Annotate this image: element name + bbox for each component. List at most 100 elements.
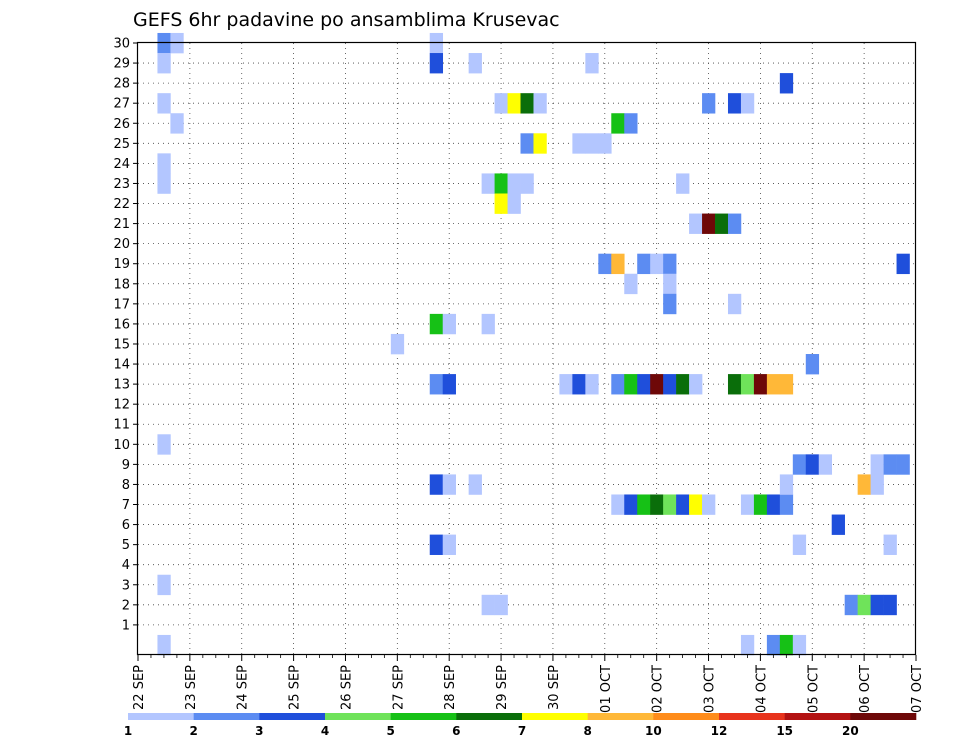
legend-label: 3 bbox=[255, 724, 263, 738]
data-cell bbox=[157, 53, 171, 74]
data-cell bbox=[766, 494, 781, 515]
y-tick-label: 22 bbox=[113, 197, 130, 212]
data-cell bbox=[533, 93, 547, 114]
data-cell bbox=[805, 454, 820, 475]
y-tick-label: 25 bbox=[113, 137, 130, 152]
data-cell bbox=[468, 474, 482, 495]
legend-swatch bbox=[456, 713, 523, 720]
y-tick-label: 14 bbox=[113, 358, 130, 373]
y-tick-label: 6 bbox=[122, 518, 130, 533]
data-cell bbox=[157, 574, 171, 596]
data-cell bbox=[753, 374, 768, 395]
data-cell bbox=[624, 494, 638, 515]
y-tick-label: 27 bbox=[113, 97, 130, 112]
y-tick-label: 29 bbox=[113, 57, 130, 72]
grid bbox=[138, 43, 916, 655]
x-tick-label: 26 SEP bbox=[339, 665, 354, 710]
data-cell bbox=[715, 213, 729, 234]
data-cell bbox=[883, 594, 897, 616]
data-cell bbox=[766, 374, 781, 395]
data-cell bbox=[157, 93, 171, 114]
legend-label: 6 bbox=[452, 724, 460, 738]
y-tick-label: 20 bbox=[113, 237, 130, 252]
data-cell bbox=[442, 374, 456, 395]
data-cell bbox=[870, 474, 884, 495]
legend-swatch bbox=[653, 713, 720, 720]
legend-label: 7 bbox=[518, 724, 526, 738]
data-cell bbox=[792, 454, 807, 475]
data-cell bbox=[779, 494, 794, 515]
data-cell bbox=[157, 434, 171, 455]
data-cell bbox=[157, 153, 171, 174]
y-tick-label: 26 bbox=[113, 117, 130, 132]
data-cell bbox=[689, 213, 703, 234]
data-cell bbox=[170, 113, 184, 134]
data-cell bbox=[572, 133, 586, 154]
data-cell bbox=[727, 374, 742, 395]
data-cell bbox=[520, 133, 534, 154]
legend-label: 5 bbox=[386, 724, 394, 738]
data-cell bbox=[507, 173, 521, 194]
data-cell bbox=[611, 494, 625, 515]
y-tick-label: 9 bbox=[122, 458, 130, 473]
data-cell bbox=[870, 594, 884, 616]
data-cell bbox=[624, 113, 638, 134]
data-cell bbox=[896, 454, 910, 475]
x-tick-label: 30 SEP bbox=[547, 665, 562, 710]
data-cell bbox=[663, 293, 677, 315]
data-cell bbox=[689, 494, 703, 515]
data-cell bbox=[481, 173, 495, 194]
data-cell bbox=[494, 173, 508, 194]
data-cell bbox=[650, 374, 664, 395]
y-tick-label: 4 bbox=[122, 558, 130, 573]
data-cell bbox=[429, 534, 444, 555]
data-cell bbox=[598, 133, 612, 154]
y-tick-label: 16 bbox=[113, 317, 130, 332]
plot-frame bbox=[136, 41, 917, 656]
legend-label: 2 bbox=[189, 724, 197, 738]
legend-swatch bbox=[128, 713, 194, 720]
data-cell bbox=[507, 93, 521, 114]
legend-swatch bbox=[719, 713, 785, 720]
data-cell bbox=[883, 534, 897, 555]
data-cell bbox=[624, 374, 638, 395]
data-cell bbox=[663, 494, 677, 515]
legend-label: 15 bbox=[776, 724, 793, 738]
y-tick-label: 30 bbox=[113, 37, 130, 52]
x-tick-label: 01 OCT bbox=[599, 665, 614, 713]
data-cell bbox=[740, 374, 755, 395]
data-cell bbox=[507, 193, 521, 214]
data-cell bbox=[883, 454, 897, 475]
data-cell bbox=[390, 333, 405, 355]
legend-swatch bbox=[193, 713, 260, 720]
data-cell bbox=[689, 374, 703, 395]
x-tick-label: 06 OCT bbox=[858, 665, 873, 713]
y-tick-label: 3 bbox=[122, 578, 130, 593]
data-cell bbox=[805, 354, 820, 375]
data-cell bbox=[598, 253, 612, 275]
data-cell bbox=[779, 634, 794, 656]
data-cell bbox=[611, 113, 625, 134]
data-cell bbox=[779, 73, 794, 94]
y-tick-label: 5 bbox=[122, 538, 130, 553]
data-cell bbox=[779, 374, 794, 395]
data-cell bbox=[572, 374, 586, 395]
legend-swatch bbox=[522, 713, 588, 720]
y-tick-label: 24 bbox=[113, 157, 130, 172]
x-tick-label: 27 SEP bbox=[391, 665, 406, 710]
data-cell bbox=[637, 374, 651, 395]
x-tick-label: 28 SEP bbox=[443, 665, 458, 710]
x-tick-label: 25 SEP bbox=[288, 665, 303, 710]
legend-label: 10 bbox=[645, 724, 662, 738]
y-tick-label: 23 bbox=[113, 177, 130, 192]
y-tick-label: 7 bbox=[122, 498, 130, 513]
data-cell bbox=[702, 93, 716, 114]
y-tick-label: 8 bbox=[122, 478, 130, 493]
data-cell bbox=[831, 514, 845, 535]
legend-label: 1 bbox=[124, 724, 132, 738]
data-cell bbox=[792, 534, 807, 555]
data-cell bbox=[520, 93, 534, 114]
legend-label: 4 bbox=[321, 724, 329, 738]
legend-swatch bbox=[850, 713, 917, 720]
